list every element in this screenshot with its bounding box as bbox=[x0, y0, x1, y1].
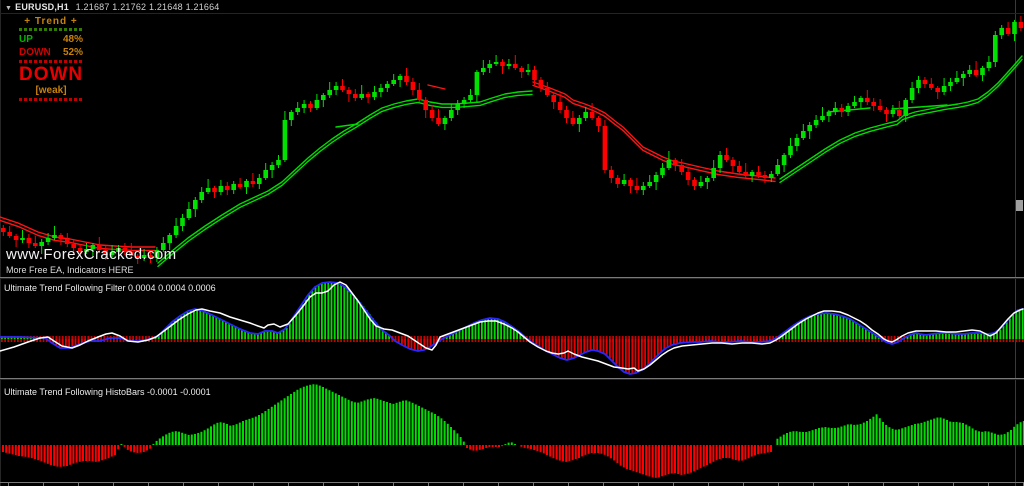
histobars-indicator-canvas[interactable] bbox=[0, 382, 1024, 482]
trend-panel-divider-red-bottom bbox=[19, 98, 83, 101]
quote-open: 1.21687 bbox=[75, 2, 110, 12]
histobars-layer bbox=[2, 384, 1024, 478]
price-chart-canvas[interactable] bbox=[0, 14, 1024, 270]
time-tick bbox=[393, 483, 394, 486]
trend-signal-strength: [weak] bbox=[35, 85, 67, 96]
watermark-site: www.ForexCracked.com bbox=[6, 246, 177, 263]
filter-indicator-label: Ultimate Trend Following Filter 0.0004 0… bbox=[4, 283, 216, 293]
time-tick bbox=[813, 483, 814, 486]
time-tick bbox=[463, 483, 464, 486]
time-tick bbox=[708, 483, 709, 486]
time-tick bbox=[113, 483, 114, 486]
trend-signal-text: DOWN bbox=[19, 64, 84, 85]
subwindow2-separator-shadow bbox=[0, 379, 1024, 380]
time-tick bbox=[533, 483, 534, 486]
trend-indicator-panel: + Trend + UP 48% DOWN 52% DOWN [weak] bbox=[19, 16, 83, 103]
time-tick bbox=[148, 483, 149, 486]
quote-low: 1.21648 bbox=[148, 2, 183, 12]
watermark-tagline: More Free EA, Indicators HERE bbox=[6, 265, 134, 275]
time-tick bbox=[323, 483, 324, 486]
subwindow1-separator[interactable] bbox=[0, 277, 1024, 278]
quote-line: ▼ EURUSD,H1 1.21687 1.21762 1.21648 1.216… bbox=[5, 2, 220, 12]
time-tick bbox=[43, 483, 44, 486]
time-tick bbox=[603, 483, 604, 486]
quote-high: 1.21762 bbox=[112, 2, 147, 12]
trend-down-label: DOWN bbox=[19, 47, 51, 58]
ribbon-layer bbox=[0, 55, 1023, 268]
trend-up-value: 48% bbox=[62, 34, 83, 45]
trend-down-value: 52% bbox=[62, 47, 83, 58]
candles-layer bbox=[1, 16, 1024, 264]
filter-bars-layer bbox=[1, 282, 1024, 374]
header-separator bbox=[0, 13, 1024, 14]
time-tick bbox=[498, 483, 499, 486]
time-tick bbox=[883, 483, 884, 486]
time-tick bbox=[8, 483, 9, 486]
time-tick bbox=[218, 483, 219, 486]
collapse-arrow-icon[interactable]: ▼ bbox=[5, 5, 13, 12]
time-tick bbox=[953, 483, 954, 486]
current-price-marker bbox=[1016, 200, 1023, 211]
subwindow2-separator[interactable] bbox=[0, 378, 1024, 379]
time-tick bbox=[78, 483, 79, 486]
trend-panel-title: + Trend + bbox=[24, 16, 78, 27]
filter-lines-layer bbox=[0, 281, 1024, 375]
subwindow1-separator-shadow bbox=[0, 278, 1024, 279]
time-tick bbox=[673, 483, 674, 486]
trend-panel-divider-green bbox=[19, 28, 83, 31]
trend-up-label: UP bbox=[19, 34, 33, 45]
time-tick bbox=[288, 483, 289, 486]
time-tick bbox=[183, 483, 184, 486]
bottom-scale-line bbox=[0, 482, 1024, 483]
chart-right-border bbox=[1015, 0, 1016, 486]
trend-panel-divider-red bbox=[19, 60, 83, 63]
time-tick bbox=[988, 483, 989, 486]
time-tick bbox=[743, 483, 744, 486]
time-tick bbox=[638, 483, 639, 486]
time-tick bbox=[253, 483, 254, 486]
time-tick bbox=[568, 483, 569, 486]
time-tick bbox=[428, 483, 429, 486]
time-tick bbox=[358, 483, 359, 486]
filter-indicator-canvas[interactable] bbox=[0, 281, 1024, 377]
symbol-timeframe: EURUSD,H1 bbox=[15, 2, 69, 12]
quote-close: 1.21664 bbox=[185, 2, 220, 12]
histobars-indicator-label: Ultimate Trend Following HistoBars -0.00… bbox=[4, 387, 211, 397]
time-tick bbox=[918, 483, 919, 486]
time-tick bbox=[778, 483, 779, 486]
window-left-border bbox=[0, 0, 1, 486]
time-tick bbox=[848, 483, 849, 486]
watermark: www.ForexCracked.com More Free EA, Indic… bbox=[6, 246, 177, 275]
